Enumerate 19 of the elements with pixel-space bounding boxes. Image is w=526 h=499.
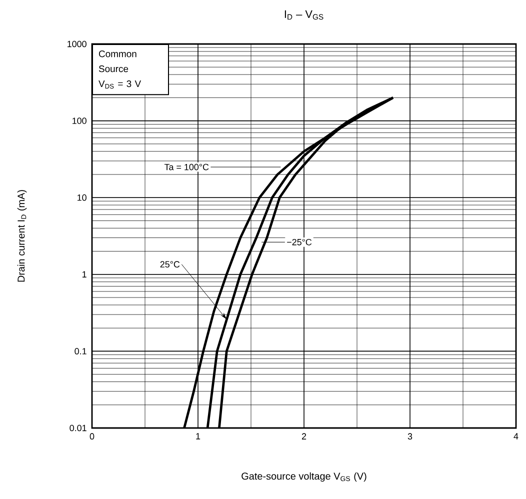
x-tick-label: 2 [302,433,306,440]
x-tick-label: 4 [514,433,518,440]
annotation: V$_{DS}$ = 3 V [98,80,142,89]
x-tick-label: 0 [90,433,94,440]
annotation: Ta = 100°C [164,164,209,170]
x-axis-title: Gate-source voltage V$_{GS}$ (V) [242,472,366,482]
y-tick-label: 1 [82,271,86,278]
y-axis-title: Drain current I$_{D}$ (mA) [17,190,27,282]
y-tick-label: 0.1 [74,348,86,354]
x-tick-label: 1 [196,433,200,440]
annotation: 25°C [160,261,180,268]
chart-title: I$_{D}$ – V$_{GS}$ [284,10,324,20]
y-tick-label: 1000 [68,40,86,48]
annotation: Common Source [98,50,136,72]
y-tick-label: 100 [72,118,86,124]
y-tick-label: 0.01 [70,424,86,432]
x-tick-label: 3 [408,433,412,440]
annotation: −25°C [287,238,312,246]
y-tick-label: 10 [78,194,86,201]
